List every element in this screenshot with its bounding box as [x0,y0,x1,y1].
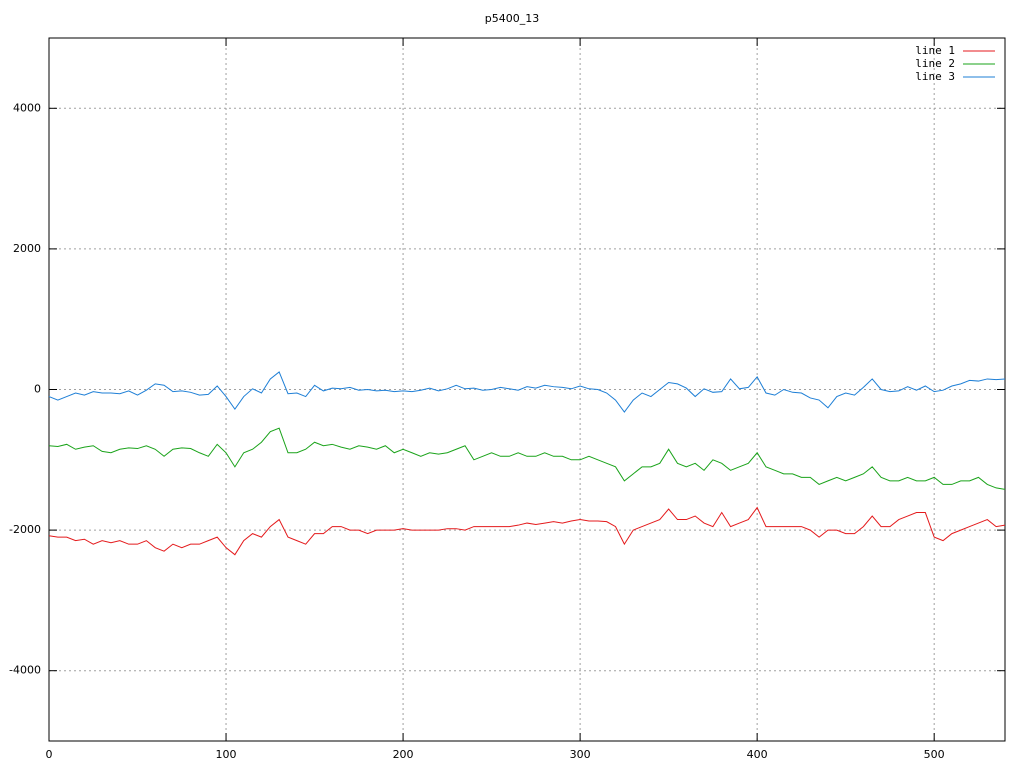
x-tick-label: 200 [393,748,414,761]
series-line [48,427,1006,490]
y-tick-label: 0 [34,383,41,396]
y-tick-label: -4000 [9,664,41,677]
x-tick-label: 0 [46,748,53,761]
legend-label: line 1 [915,44,955,57]
plot-frame [48,37,1006,742]
chart-title: p5400_13 [485,12,539,25]
y-tick-label: -2000 [9,523,41,536]
y-tick-label: 4000 [13,101,41,114]
x-tick-label: 300 [570,748,591,761]
series-line [48,371,1006,413]
y-tick-label: 2000 [13,242,41,255]
legend-label: line 2 [915,57,955,70]
series-line [48,506,1006,556]
x-tick-label: 100 [216,748,237,761]
x-tick-label: 400 [747,748,768,761]
legend-label: line 3 [915,70,955,83]
x-tick-label: 500 [924,748,945,761]
